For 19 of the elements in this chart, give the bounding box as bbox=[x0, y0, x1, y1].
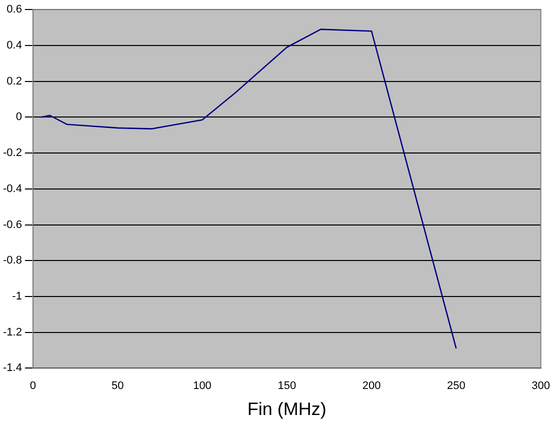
x-tick-label: 250 bbox=[447, 380, 466, 392]
x-tick-label: 100 bbox=[193, 380, 212, 392]
x-tick-label: 150 bbox=[278, 380, 296, 392]
y-tick-label: -1.4 bbox=[2, 362, 22, 374]
x-tick-label: 0 bbox=[30, 380, 36, 392]
y-tick-label: -1 bbox=[12, 290, 22, 303]
x-tick-label: 50 bbox=[111, 380, 124, 392]
x-axis-title: Fin (MHz) bbox=[247, 399, 326, 420]
y-tick-label: -0.2 bbox=[2, 147, 22, 160]
y-tick-label: -0.4 bbox=[2, 182, 22, 195]
x-tick-label: 300 bbox=[532, 380, 550, 392]
x-tick-label: 200 bbox=[362, 380, 381, 392]
y-tick-label: -0.8 bbox=[2, 254, 22, 267]
y-tick-label: 0.6 bbox=[6, 4, 22, 16]
y-tick-label: 0.2 bbox=[6, 75, 22, 88]
y-tick-label: -1.2 bbox=[2, 326, 22, 338]
y-tick-label: 0 bbox=[16, 111, 22, 124]
y-tick-label: 0.4 bbox=[6, 39, 22, 52]
y-tick-label: -0.6 bbox=[2, 218, 22, 231]
